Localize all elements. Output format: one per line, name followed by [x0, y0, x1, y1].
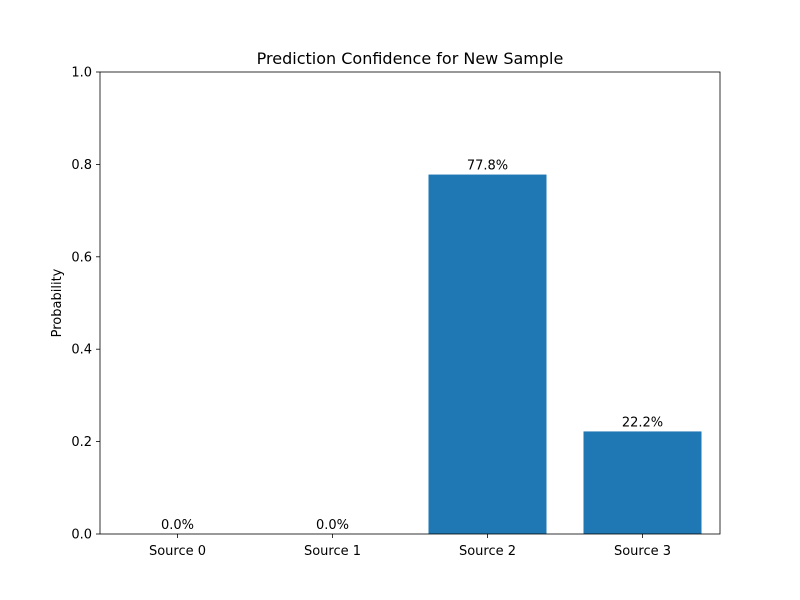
chart-title: Prediction Confidence for New Sample	[257, 49, 564, 68]
y-tick-label-2: 0.4	[71, 343, 92, 358]
data-label-1: 0.0%	[316, 518, 349, 533]
y-tick-label-3: 0.6	[71, 250, 92, 265]
data-label-2: 77.8%	[467, 159, 508, 174]
x-tick-label-1: Source 1	[304, 544, 361, 559]
y-tick-label-4: 0.8	[71, 158, 92, 173]
y-tick-label-1: 0.2	[71, 435, 92, 450]
bar-2	[428, 174, 547, 534]
axes-frame	[99, 71, 721, 535]
plot-area: 0.0% Source 0 0.0% Source 1 77.8% Source 2 22.…	[71, 66, 721, 559]
data-label-3: 22.2%	[622, 415, 663, 430]
x-tick-label-0: Source 0	[149, 544, 206, 559]
y-tick-label-5: 1.0	[71, 66, 92, 81]
x-tick-label-3: Source 3	[614, 544, 671, 559]
y-axis-label: Probability	[50, 268, 65, 337]
bar-3	[583, 431, 702, 534]
x-tick-label-2: Source 2	[459, 544, 516, 559]
data-label-0: 0.0%	[161, 518, 194, 533]
y-tick-label-0: 0.0	[71, 528, 92, 543]
